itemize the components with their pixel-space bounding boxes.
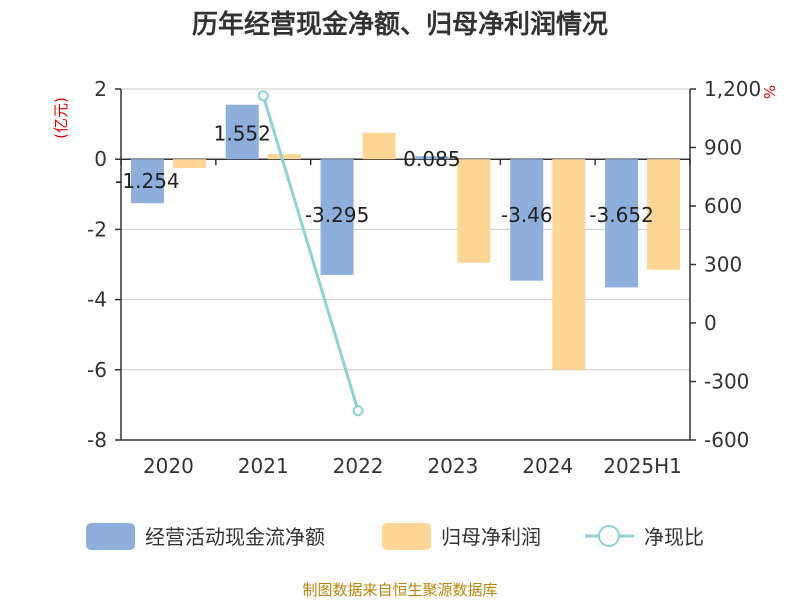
x-tick-label: 2025H1 [603,454,682,478]
y-right-tick-label: 600 [704,194,742,218]
chart-title: 历年经营现金净额、归母净利润情况 [192,9,608,40]
bar [647,159,681,270]
y-right-tick-label: 1,200 [704,77,761,101]
x-tick-label: 2023 [427,454,478,478]
y-left-tick-label: 2 [94,77,107,101]
ratio-line [257,90,364,417]
grid [121,88,690,441]
y-left-tick-label: -6 [87,358,107,382]
ratio-point [257,90,269,102]
bar-value-label: 1.552 [214,122,271,146]
bar-value-label: 0.085 [403,147,460,171]
bar-value-label: -3.652 [589,203,653,227]
bar [510,159,544,281]
y-left-tick-label: -8 [87,428,107,452]
x-tick-label: 2020 [143,454,194,478]
legend-swatch [382,523,431,550]
bar-value-label: -3.295 [305,203,369,227]
axes: 2 0 -2 -4 -6 -8 1,200 900 600 300 0 -300 -600 2020 202… [87,77,761,478]
bar [362,132,396,160]
x-tick-label: 2024 [522,454,573,478]
y-left-tick-label: -2 [87,217,107,241]
legend-label: 经营活动现金流净额 [145,525,325,549]
legend-swatch [86,523,135,550]
x-tick-label: 2022 [333,454,384,478]
legend-label: 净现比 [644,525,704,549]
bar [605,159,639,288]
ratio-line-path [261,95,360,412]
legend-marker [598,525,620,547]
bar [552,159,586,370]
legend: 经营活动现金流净额 归母净利润 净现比 [86,523,704,550]
y-right-tick-label: 0 [704,311,717,335]
y-right-tick-label: 900 [704,136,742,160]
legend-label: 归母净利润 [441,525,541,549]
bar [225,104,259,160]
y-right-tick-label: -600 [704,428,749,452]
ratio-point [352,405,364,417]
bar-value-label: -3.46 [501,203,553,227]
y-left-label: (亿元) [52,97,70,139]
bar [457,159,491,263]
data-labels: -1.254 1.552 -3.295 0.085 -3.46 -3.652 [115,122,654,227]
x-tick-label: 2021 [238,454,289,478]
y-left-tick-label: 0 [94,147,107,171]
y-right-tick-label: 300 [704,253,742,277]
y-right-label: % [760,85,778,99]
bars [130,104,681,370]
bar [415,156,449,160]
bar [320,159,354,275]
source-note: 制图数据来自恒生聚源数据库 [302,581,497,599]
y-right-tick-label: -300 [704,370,749,394]
bar [267,153,301,160]
bar [130,159,164,204]
bar [172,159,206,168]
y-left-tick-label: -4 [87,288,107,312]
bar-value-label: -1.254 [115,169,179,193]
